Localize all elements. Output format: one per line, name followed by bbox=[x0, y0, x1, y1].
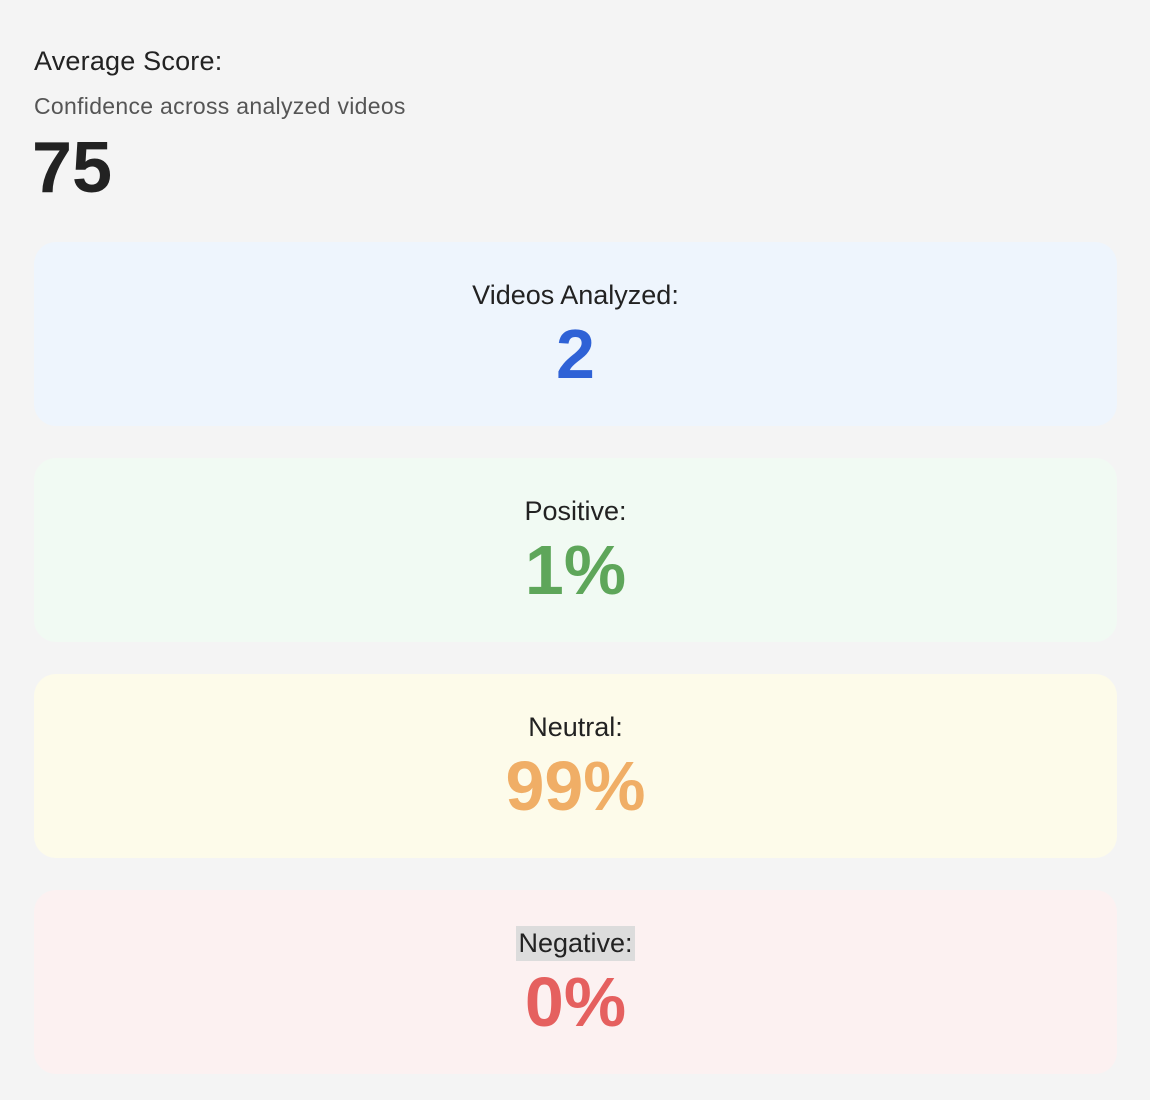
videos-analyzed-label: Videos Analyzed: bbox=[472, 280, 679, 310]
videos-analyzed-value: 2 bbox=[556, 315, 595, 394]
positive-label: Positive: bbox=[524, 496, 627, 526]
negative-value: 0% bbox=[524, 963, 627, 1042]
negative-card: Negative: 0% bbox=[34, 890, 1117, 1074]
negative-label: Negative: bbox=[516, 926, 635, 962]
videos-analyzed-card: Videos Analyzed: 2 bbox=[34, 242, 1117, 426]
average-score-subtitle: Confidence across analyzed videos bbox=[34, 93, 406, 119]
neutral-card: Neutral: 99% bbox=[34, 674, 1117, 858]
average-score-title: Average Score: bbox=[34, 46, 223, 76]
positive-value: 1% bbox=[524, 531, 627, 610]
average-score-value: 75 bbox=[32, 128, 113, 208]
positive-card: Positive: 1% bbox=[34, 458, 1117, 642]
neutral-value: 99% bbox=[505, 747, 646, 826]
neutral-label: Neutral: bbox=[528, 712, 623, 742]
